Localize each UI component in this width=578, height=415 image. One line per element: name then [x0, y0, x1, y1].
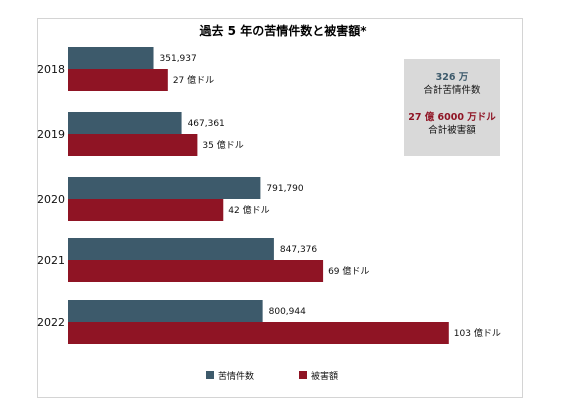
bar-complaints-2021 [68, 238, 274, 260]
bar-complaints-2019 [68, 112, 182, 134]
losses-value-label-2021: 69 億ドル [328, 265, 369, 277]
complaints-value-label-2018: 351,937 [160, 54, 197, 64]
total-complaints-label: 合計苦情件数 [423, 85, 481, 96]
legend-swatch-1 [299, 371, 307, 379]
chart-title: 過去 5 年の苦情件数と被害額* [199, 23, 368, 38]
bar-losses-2018 [68, 69, 168, 91]
losses-value-label-2020: 42 億ドル [228, 204, 269, 216]
legend-label-1: 被害額 [311, 370, 338, 382]
year-label-2019: 2019 [37, 128, 65, 141]
legend-label-0: 苦情件数 [218, 370, 254, 382]
losses-value-label-2019: 35 億ドル [202, 139, 243, 151]
total-complaints-value: 326 万 [435, 72, 469, 83]
summary-box: 326 万 合計苦情件数 27 億 6000 万ドル 合計被害額 [404, 59, 500, 156]
complaints-value-label-2022: 800,944 [269, 307, 306, 317]
bar-losses-2022 [68, 322, 449, 344]
year-label-2018: 2018 [37, 63, 65, 76]
losses-value-label-2018: 27 億ドル [173, 74, 214, 86]
complaints-value-label-2021: 847,376 [280, 245, 317, 255]
total-losses-value: 27 億 6000 万ドル [408, 112, 496, 123]
bar-complaints-2020 [68, 177, 261, 199]
legend-swatch-0 [206, 371, 214, 379]
complaints-value-label-2019: 467,361 [188, 119, 225, 129]
bar-losses-2020 [68, 199, 224, 221]
chart-frame [37, 18, 523, 398]
bar-losses-2021 [68, 260, 324, 282]
year-label-2022: 2022 [37, 316, 65, 329]
bar-losses-2019 [68, 134, 198, 156]
year-label-2021: 2021 [37, 254, 65, 267]
bar-complaints-2018 [68, 47, 154, 69]
total-losses-label: 合計被害額 [428, 125, 476, 136]
bar-complaints-2022 [68, 300, 263, 322]
losses-value-label-2022: 103 億ドル [454, 327, 501, 339]
year-label-2020: 2020 [37, 193, 65, 206]
complaints-value-label-2020: 791,790 [266, 184, 303, 194]
